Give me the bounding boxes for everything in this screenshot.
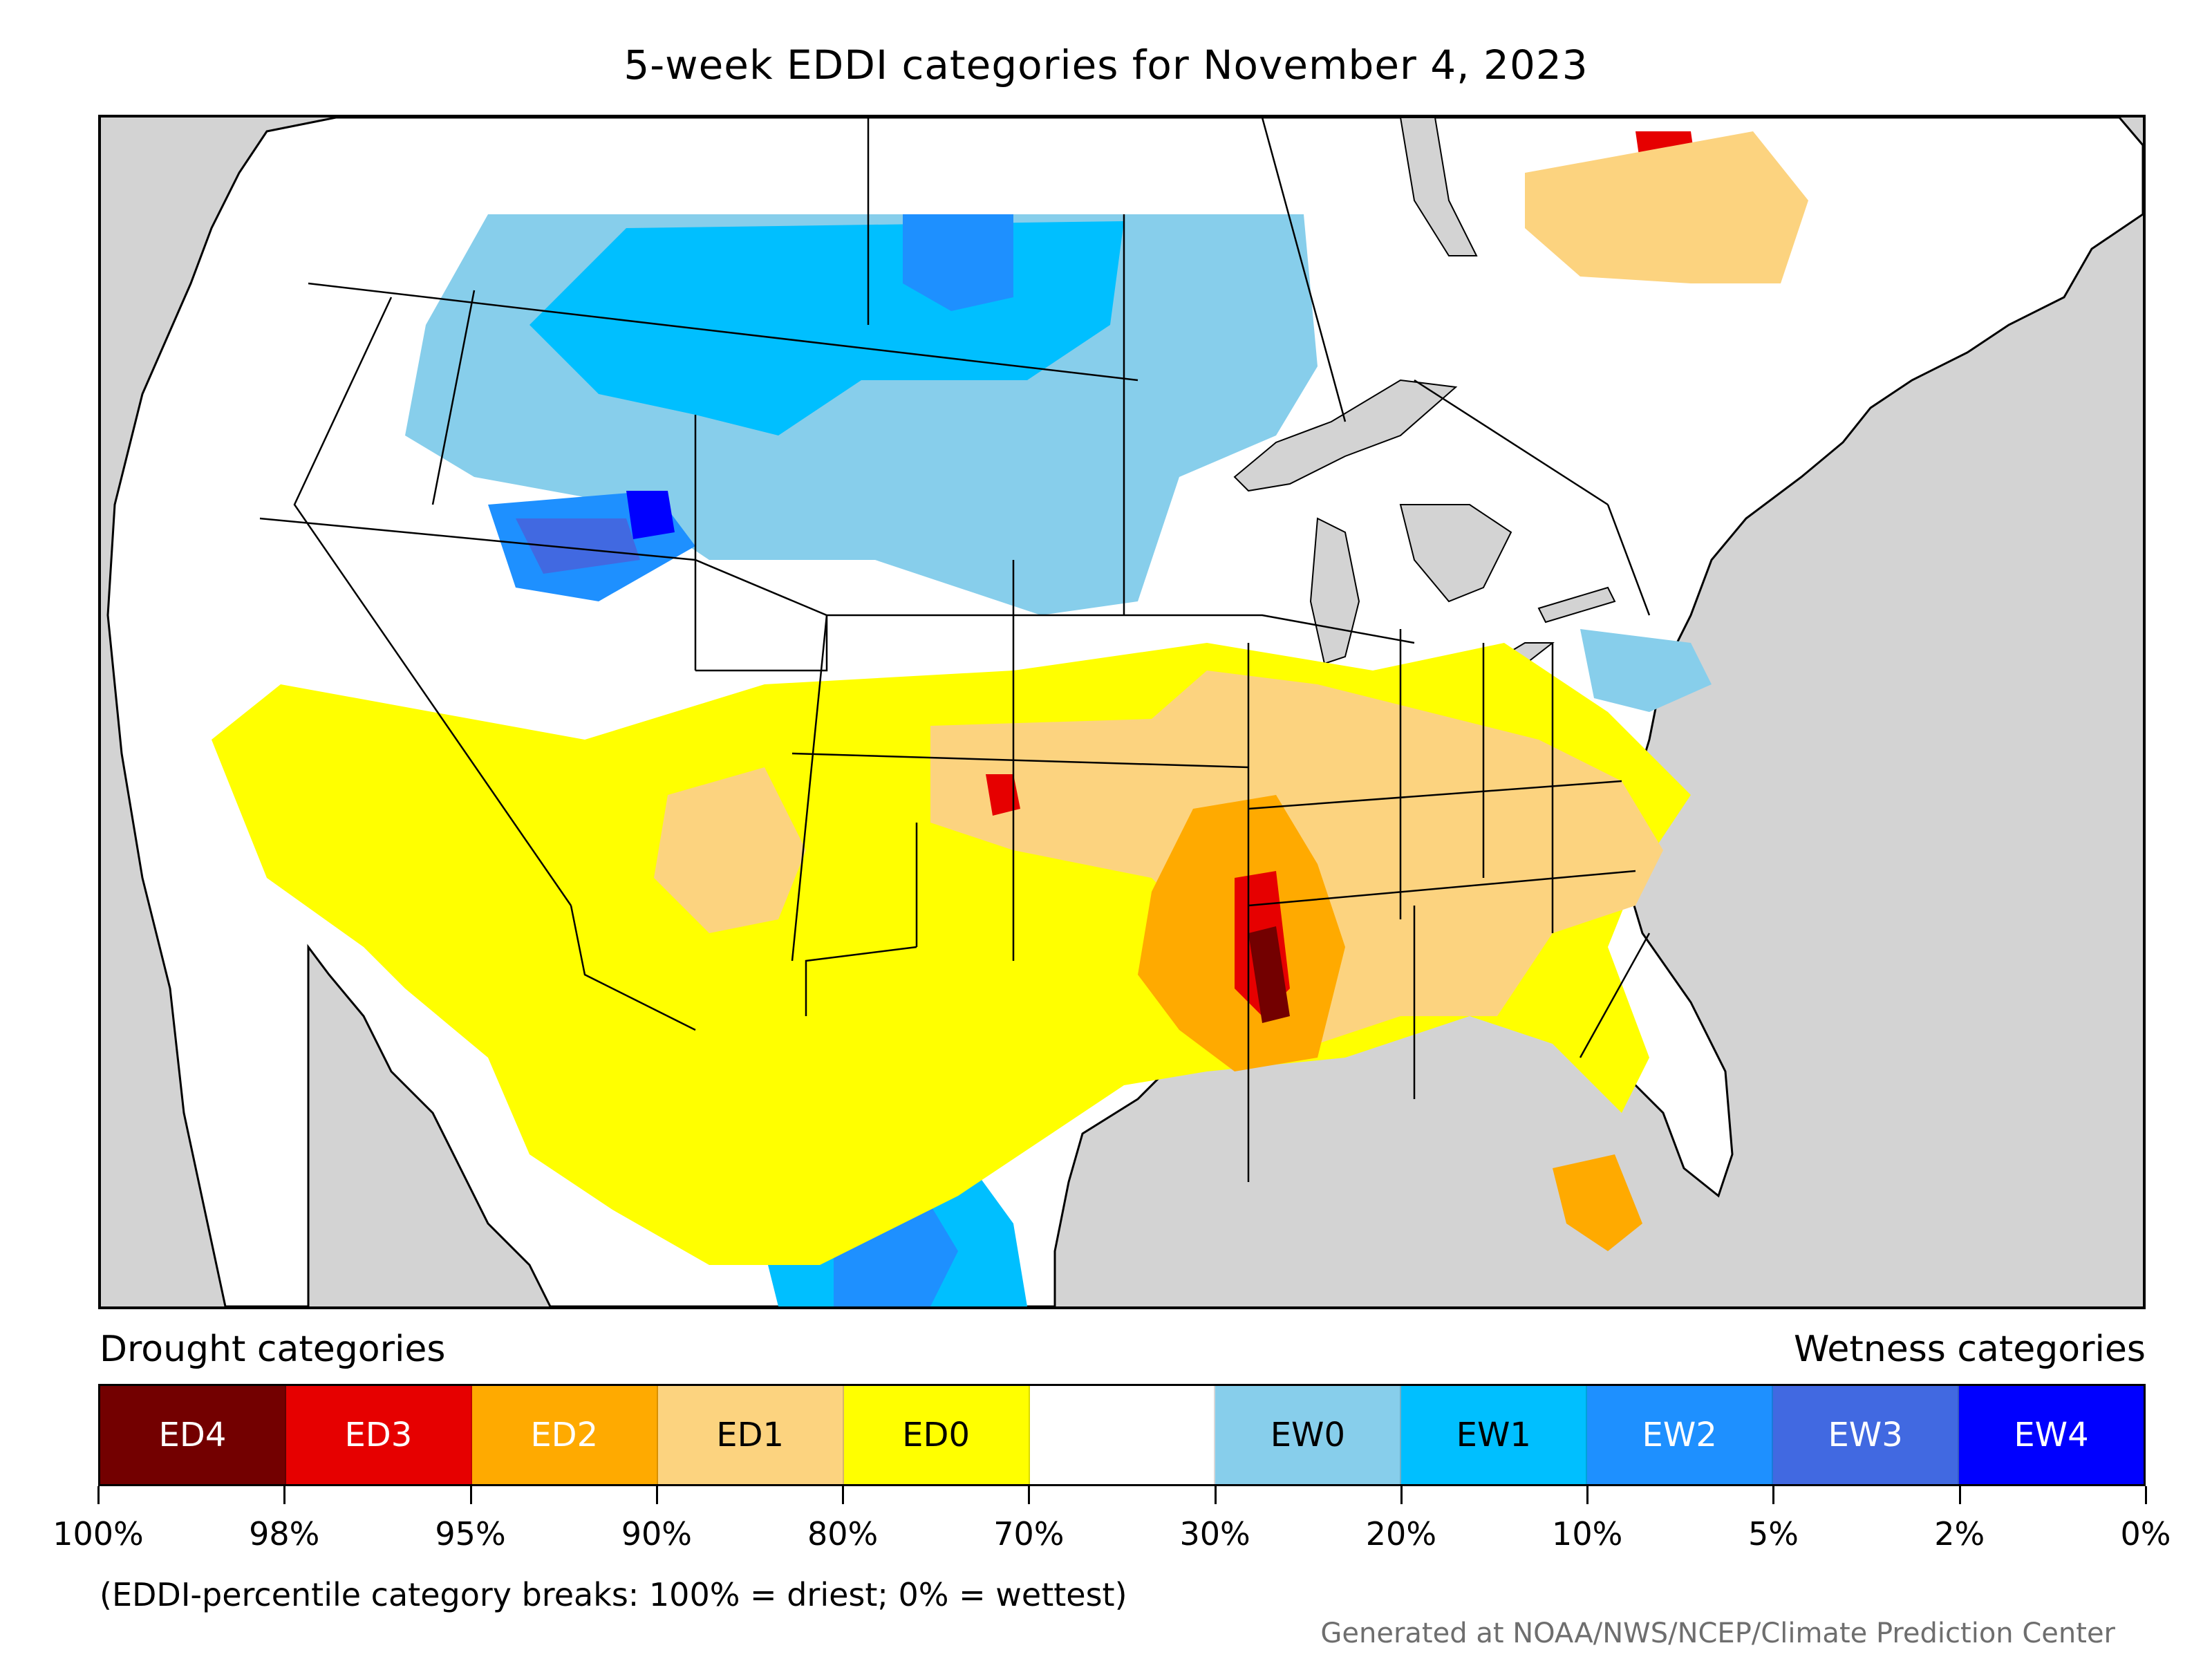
tick-label: 30%	[1179, 1515, 1250, 1553]
colorbar-tick	[1400, 1486, 1403, 1504]
state-boundaries	[259, 118, 1651, 1182]
legend-cell-ew1: EW1	[1401, 1386, 1588, 1484]
colorbar-tick	[1772, 1486, 1775, 1504]
lake-ontario	[1537, 586, 1616, 624]
colorbar-tick	[1214, 1486, 1217, 1504]
region-ew0-northeast	[1580, 629, 1712, 712]
legend-cell-ew3: EW3	[1773, 1386, 1960, 1484]
tick-label: 2%	[1934, 1515, 1985, 1553]
legend-cell-ed3: ED3	[285, 1386, 472, 1484]
legend-cell-ew2: EW2	[1587, 1386, 1774, 1484]
legend-cell-ed4: ED4	[100, 1386, 286, 1484]
category-colorbar: ED4 ED3 ED2 ED1 ED0 EW0 EW1 EW2 EW3 EW4	[98, 1384, 2146, 1486]
lake-michigan	[1309, 517, 1360, 665]
hudson-bay-inlet	[1399, 118, 1478, 256]
legend-cell-ed0: ED0	[843, 1386, 1030, 1484]
legend-cell-ew0: EW0	[1215, 1386, 1402, 1484]
colorbar-tick	[2145, 1486, 2147, 1504]
colorbar-tick	[842, 1486, 845, 1504]
map-title: 5-week EDDI categories for November 4, 2…	[624, 41, 1588, 88]
region-ed2-southeast	[1553, 1154, 1642, 1251]
tick-label: 70%	[993, 1515, 1065, 1553]
tick-label: 10%	[1552, 1515, 1623, 1553]
tick-label: 80%	[807, 1515, 879, 1553]
tick-label: 5%	[1747, 1515, 1799, 1553]
drought-categories-heading: Drought categories	[100, 1329, 446, 1370]
legend-cell-ed1: ED1	[657, 1386, 844, 1484]
colorbar-tick	[655, 1486, 658, 1504]
region-ed1-southwest	[654, 767, 806, 933]
region-ew4-idaho	[626, 491, 675, 539]
colorbar-ticks	[97, 1486, 2147, 1507]
tick-label: 0%	[2120, 1515, 2171, 1553]
tick-label: 95%	[435, 1515, 506, 1553]
colorbar-tick	[1958, 1486, 1961, 1504]
region-ed3-kansas	[986, 774, 1020, 816]
category-breaks-note: (EDDI-percentile category breaks: 100% =…	[100, 1576, 1127, 1613]
map-canvas	[106, 118, 2143, 1306]
region-ed4	[1248, 926, 1290, 1023]
colorbar-tick	[1028, 1486, 1031, 1504]
colorbar-tick	[283, 1486, 286, 1504]
wetness-categories-heading: Wetness categories	[1794, 1329, 2146, 1370]
tick-label: 20%	[1365, 1515, 1437, 1553]
region-ed1-canada	[1525, 131, 1808, 283]
region-ew2-nd	[903, 214, 1013, 311]
credit-line: Generated at NOAA/NWS/NCEP/Climate Predi…	[1320, 1618, 2115, 1649]
legend-cell-ew4: EW4	[1959, 1386, 2144, 1484]
colorbar-tick	[469, 1486, 472, 1504]
legend-cell-ed2: ED2	[471, 1386, 658, 1484]
eddi-map	[98, 115, 2146, 1309]
colorbar-tick	[97, 1486, 100, 1504]
lake-superior	[1233, 379, 1458, 492]
colorbar-tick	[1586, 1486, 1589, 1504]
lake-huron	[1399, 504, 1512, 603]
tick-label: 100%	[53, 1515, 144, 1553]
tick-label: 98%	[249, 1515, 320, 1553]
region-ew3-idaho	[516, 518, 640, 574]
legend-cell-normal	[1029, 1386, 1216, 1484]
tick-label: 90%	[621, 1515, 692, 1553]
